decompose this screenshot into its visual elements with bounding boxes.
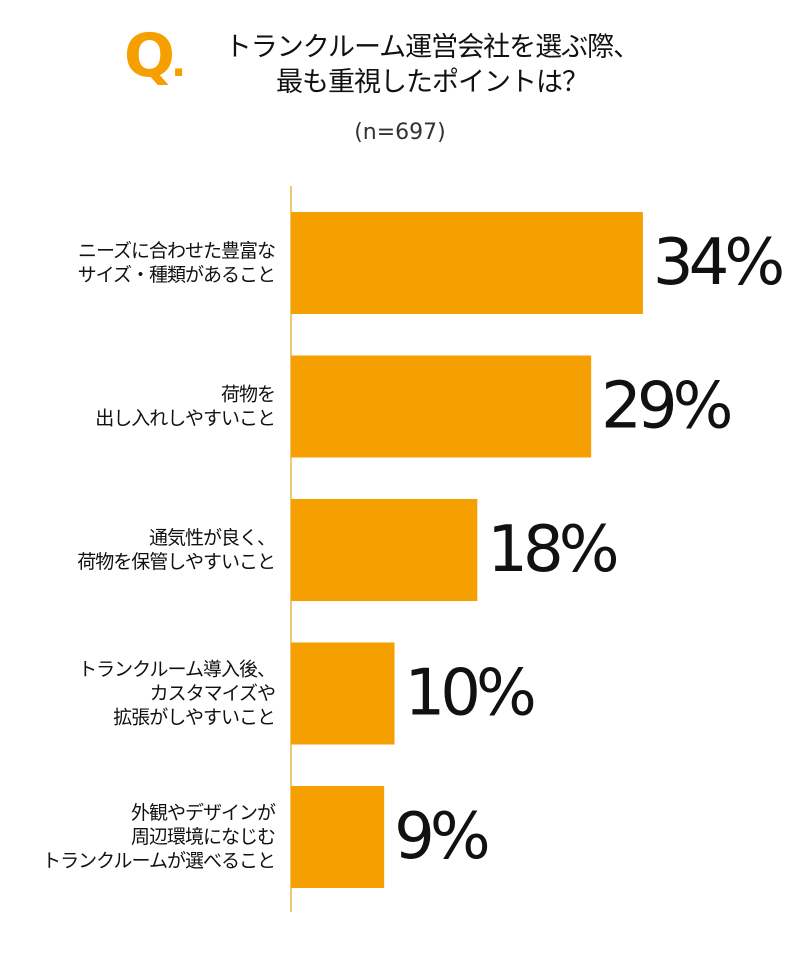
category-label-4-line-1: 周辺環境になじむ [131, 826, 275, 848]
category-label-0: ニーズに合わせた豊富なサイズ・種類があること [78, 240, 275, 286]
bar-1 [291, 356, 591, 458]
category-label-2: 通気性が良く、荷物を保管しやすいこと [77, 527, 275, 573]
value-label-0: 34% [653, 226, 782, 300]
category-label-1-line-1: 出し入れしやすいこと [95, 408, 275, 430]
category-label-0-line-0: ニーズに合わせた豊富な [78, 240, 275, 262]
value-label-4: 9% [394, 800, 488, 874]
bar-4 [291, 786, 384, 888]
category-label-0-line-1: サイズ・種類があること [78, 264, 275, 286]
bar-0 [291, 212, 643, 314]
bar-2 [291, 499, 477, 601]
category-label-3-line-0: トランクルーム導入後、 [78, 659, 275, 681]
category-label-1-line-0: 荷物を [221, 384, 275, 406]
category-label-4-line-0: 外観やデザインが [131, 802, 276, 824]
category-label-4-line-2: トランクルームが選べること [42, 850, 275, 872]
value-label-2: 18% [487, 513, 616, 587]
category-label-4: 外観やデザインが周辺環境になじむトランクルームが選べること [42, 802, 276, 872]
value-label-3: 10% [405, 657, 534, 731]
bar-3 [291, 643, 395, 745]
category-label-2-line-0: 通気性が良く、 [149, 527, 275, 549]
category-label-1: 荷物を出し入れしやすいこと [95, 384, 275, 430]
value-label-1: 29% [601, 370, 730, 444]
category-label-2-line-1: 荷物を保管しやすいこと [77, 551, 275, 573]
category-label-3-line-2: 拡張がしやすいこと [113, 707, 275, 729]
category-label-3-line-1: カスタマイズや [150, 683, 275, 705]
category-label-3: トランクルーム導入後、カスタマイズや拡張がしやすいこと [78, 659, 275, 729]
